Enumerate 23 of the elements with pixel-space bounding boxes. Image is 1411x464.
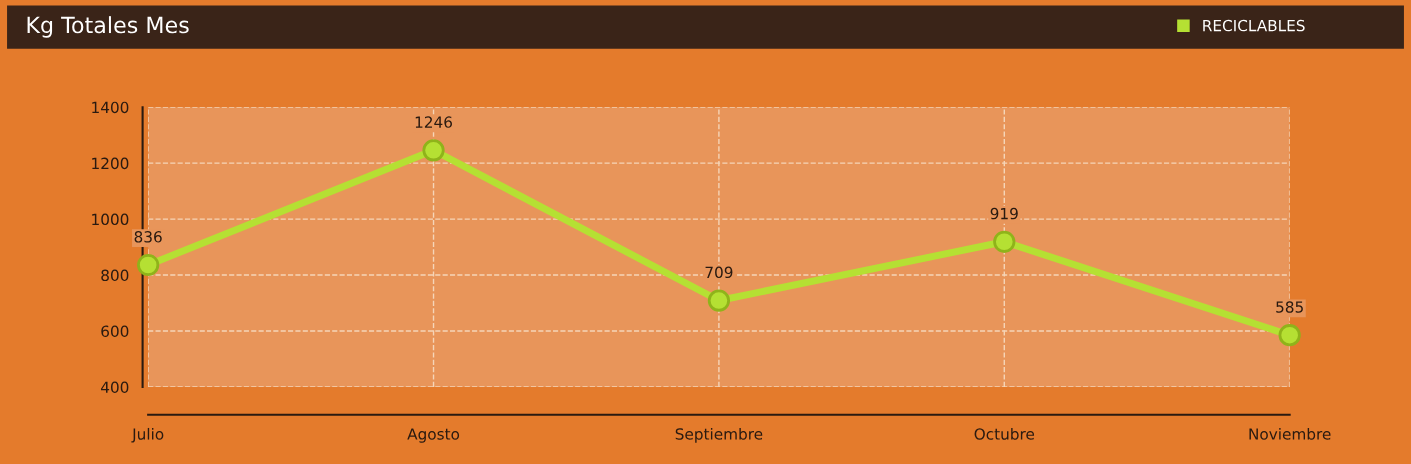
chart-title: Kg Totales Mes — [27, 16, 189, 38]
x-tick-label: Octubre — [974, 427, 1035, 440]
data-label: 1246 — [415, 116, 453, 128]
x-tick-label: Noviembre — [1249, 427, 1331, 440]
x-tick-label: Septiembre — [675, 427, 763, 443]
y-tick-label: 800 — [101, 269, 129, 282]
y-tick-label: 1000 — [92, 213, 129, 226]
point — [707, 289, 731, 312]
point — [422, 139, 445, 162]
y-tick-label: 1400 — [92, 101, 129, 114]
y-tick-label: 1200 — [92, 157, 129, 170]
data-label: 836 — [134, 231, 162, 243]
x-tick-label: Julio — [131, 427, 164, 443]
data-label: 709 — [705, 266, 733, 279]
point — [993, 230, 1016, 253]
point — [1278, 324, 1301, 347]
data-label: 919 — [990, 207, 1018, 220]
point — [137, 253, 160, 277]
data-label: 585 — [1276, 301, 1303, 313]
y-tick-label: 600 — [101, 325, 129, 338]
x-tick-label: Agosto — [407, 428, 460, 443]
legend-label: RECICLABLES — [1203, 19, 1305, 32]
y-tick-label: 400 — [100, 381, 129, 393]
